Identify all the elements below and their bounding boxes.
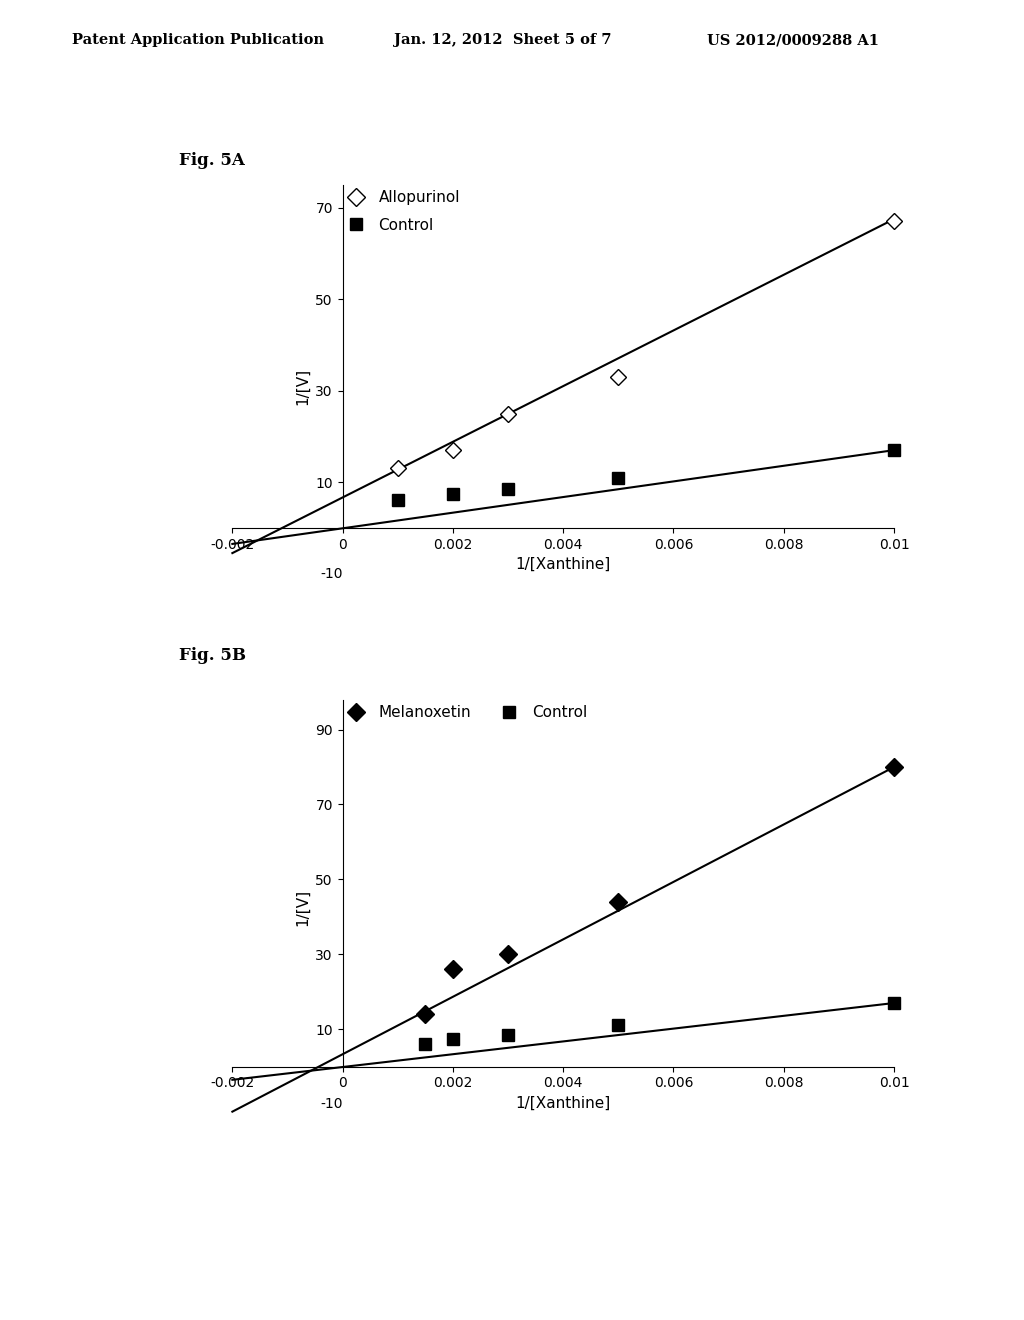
Text: Fig. 5A: Fig. 5A (179, 152, 245, 169)
Legend: Allopurinol, Control: Allopurinol, Control (334, 185, 466, 239)
Text: Patent Application Publication: Patent Application Publication (72, 33, 324, 48)
Text: -10: -10 (321, 566, 343, 581)
X-axis label: 1/[Xanthine]: 1/[Xanthine] (515, 557, 611, 572)
Text: Fig. 5B: Fig. 5B (179, 647, 246, 664)
Y-axis label: 1/[V]: 1/[V] (295, 888, 309, 927)
Text: Jan. 12, 2012  Sheet 5 of 7: Jan. 12, 2012 Sheet 5 of 7 (394, 33, 611, 48)
Legend: Melanoxetin, Control: Melanoxetin, Control (334, 698, 594, 726)
Text: US 2012/0009288 A1: US 2012/0009288 A1 (707, 33, 879, 48)
X-axis label: 1/[Xanthine]: 1/[Xanthine] (515, 1096, 611, 1111)
Text: -10: -10 (321, 1097, 343, 1111)
Y-axis label: 1/[V]: 1/[V] (295, 367, 309, 405)
